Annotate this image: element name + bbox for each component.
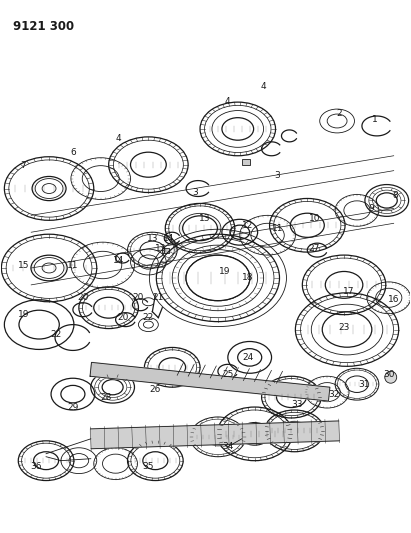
Text: 16: 16 <box>388 295 399 304</box>
Text: 3: 3 <box>192 188 198 197</box>
Text: 15: 15 <box>18 261 29 270</box>
Text: 18: 18 <box>242 273 254 282</box>
Text: 14: 14 <box>113 255 124 264</box>
Text: 19: 19 <box>219 268 231 277</box>
Text: 6: 6 <box>70 148 76 157</box>
Bar <box>242 159 250 165</box>
Polygon shape <box>90 421 339 449</box>
Polygon shape <box>90 362 330 401</box>
Text: 7: 7 <box>21 161 26 170</box>
Text: 26: 26 <box>150 385 161 394</box>
Text: 25: 25 <box>222 370 233 379</box>
Text: 28: 28 <box>100 393 111 401</box>
Bar <box>162 248 169 253</box>
Text: 12: 12 <box>242 221 254 230</box>
Text: 34: 34 <box>222 442 233 451</box>
Text: 21: 21 <box>152 293 164 302</box>
Text: 4: 4 <box>261 82 266 91</box>
Text: 27: 27 <box>309 244 320 253</box>
Text: 4: 4 <box>116 134 121 143</box>
Text: 11: 11 <box>67 261 79 270</box>
Text: 13: 13 <box>199 214 211 223</box>
Text: 33: 33 <box>292 400 303 409</box>
Text: 17: 17 <box>343 287 355 296</box>
Text: 8: 8 <box>393 191 399 200</box>
Text: 22: 22 <box>143 313 154 322</box>
Ellipse shape <box>385 372 397 383</box>
Text: 20: 20 <box>133 293 144 302</box>
Text: 32: 32 <box>328 390 340 399</box>
Text: 31: 31 <box>358 379 369 389</box>
Text: 1: 1 <box>372 115 378 124</box>
Text: 19: 19 <box>18 310 29 319</box>
Text: 22: 22 <box>51 330 62 339</box>
Text: 10: 10 <box>309 214 320 223</box>
Text: 20: 20 <box>117 313 128 322</box>
Text: 14: 14 <box>163 233 174 243</box>
Text: 9: 9 <box>368 204 374 213</box>
Text: 24: 24 <box>242 353 253 362</box>
Text: 35: 35 <box>143 462 154 471</box>
Text: 29: 29 <box>67 402 79 411</box>
Text: 13: 13 <box>155 244 166 253</box>
Text: 11: 11 <box>272 224 283 233</box>
Text: 13: 13 <box>147 233 158 243</box>
Text: 20: 20 <box>77 293 88 302</box>
Text: 3: 3 <box>275 171 280 180</box>
Text: 23: 23 <box>338 323 350 332</box>
Text: 4: 4 <box>225 96 231 106</box>
Text: 36: 36 <box>30 462 42 471</box>
Text: 30: 30 <box>383 370 395 379</box>
Text: 2: 2 <box>336 109 342 118</box>
Text: 9121 300: 9121 300 <box>13 20 74 33</box>
